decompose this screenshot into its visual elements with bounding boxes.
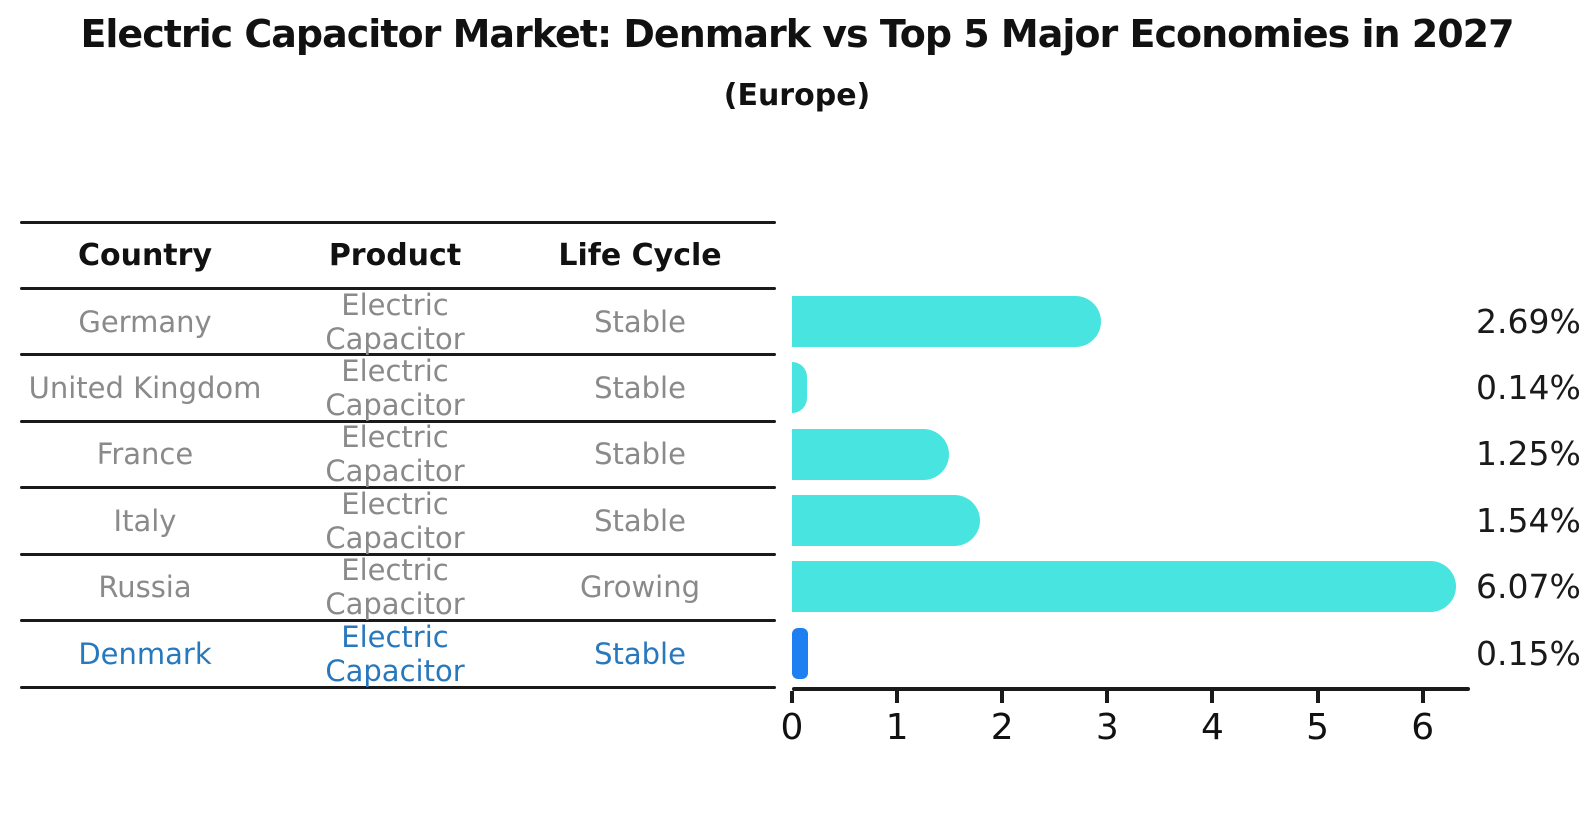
bar-chart: 0 1 2 3 4 5 6	[781, 221, 1470, 761]
table-row: Italy Electric Capacitor Stable	[20, 487, 776, 555]
bar-denmark	[792, 628, 808, 679]
table-row-denmark-highlight: Denmark Electric Capacitor Stable	[20, 620, 776, 688]
table-row: France Electric Capacitor Stable	[20, 420, 776, 488]
bar-value-label: 2.69%	[1476, 302, 1581, 341]
comparison-table: Country Product Life Cycle Germany Elect…	[20, 0, 776, 823]
cell-country: Italy	[113, 504, 177, 538]
x-axis-line	[792, 687, 1470, 691]
cell-product: Electric Capacitor	[325, 288, 465, 356]
table-rule	[20, 420, 776, 423]
table-row: Germany Electric Capacitor Stable	[20, 288, 776, 356]
cell-country: Germany	[78, 305, 212, 339]
cell-product: Electric Capacitor	[325, 620, 465, 688]
table-header-row: Country Product Life Cycle	[20, 223, 776, 287]
tick-label: 3	[1095, 707, 1119, 748]
header-product: Product	[328, 237, 462, 273]
table-rule	[20, 221, 776, 224]
bar-united-kingdom	[792, 362, 807, 413]
table-row: United Kingdom Electric Capacitor Stable	[20, 354, 776, 422]
tick-label: 2	[990, 707, 1014, 748]
header-life-cycle: Life Cycle	[558, 237, 722, 273]
table-rule	[20, 619, 776, 622]
table-rule	[20, 686, 776, 689]
bar-value-label: 0.15%	[1476, 634, 1581, 673]
header-country: Country	[77, 237, 213, 273]
tick-mark	[790, 691, 794, 703]
bar-italy	[792, 495, 980, 546]
tick-mark	[895, 691, 900, 703]
table-row: Russia Electric Capacitor Growing	[20, 553, 776, 621]
cell-country: Russia	[98, 570, 192, 604]
cell-life-cycle: Growing	[579, 570, 701, 604]
cell-life-cycle: Stable	[594, 437, 686, 471]
cell-country: United Kingdom	[28, 371, 262, 405]
bar-russia	[792, 561, 1457, 612]
table-rule	[20, 486, 776, 489]
table-rule	[20, 553, 776, 556]
table-rule	[20, 287, 776, 290]
cell-life-cycle: Stable	[594, 371, 686, 405]
tick-mark	[1000, 691, 1005, 703]
tick-mark	[1105, 691, 1110, 703]
bar-value-label: 1.54%	[1476, 501, 1581, 540]
cell-country: Denmark	[78, 637, 212, 671]
cell-life-cycle: Stable	[594, 504, 686, 538]
page-title: Electric Capacitor Market: Denmark vs To…	[80, 12, 1514, 56]
tick-label: 4	[1201, 707, 1224, 748]
tick-label: 6	[1411, 707, 1435, 748]
tick-mark	[1210, 691, 1215, 703]
cell-product: Electric Capacitor	[325, 420, 465, 488]
table-rule	[20, 353, 776, 356]
tick-label: 1	[885, 707, 909, 748]
bar-value-label: 0.14%	[1476, 368, 1581, 407]
tick-label: 0	[780, 707, 804, 748]
bar-france	[792, 429, 950, 480]
cell-product: Electric Capacitor	[325, 487, 465, 555]
cell-life-cycle: Stable	[594, 305, 686, 339]
bar-value-label: 1.25%	[1476, 434, 1581, 473]
cell-product: Electric Capacitor	[325, 553, 465, 621]
tick-mark	[1420, 691, 1425, 703]
bar-germany	[792, 296, 1101, 347]
cell-country: France	[96, 437, 194, 471]
tick-label: 5	[1306, 707, 1330, 748]
page-subtitle: (Europe)	[723, 78, 871, 113]
cell-life-cycle: Stable	[594, 637, 686, 671]
cell-product: Electric Capacitor	[325, 354, 465, 422]
bar-value-label: 6.07%	[1476, 567, 1581, 606]
tick-mark	[1315, 691, 1320, 703]
